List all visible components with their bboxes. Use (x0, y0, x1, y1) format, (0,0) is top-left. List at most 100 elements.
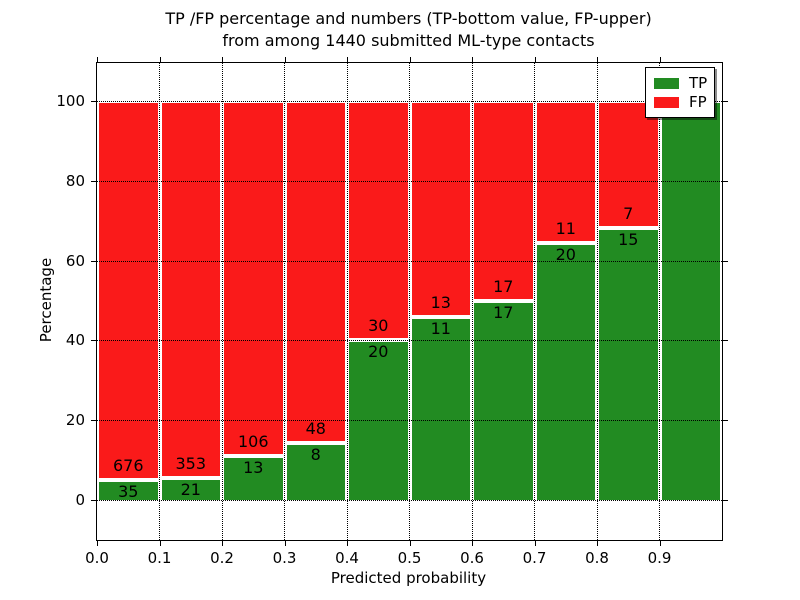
legend-item-fp: FP (654, 93, 707, 112)
bar-segment-tp (159, 477, 222, 502)
tp-count-label: 11 (430, 319, 451, 339)
bar-segment-tp (222, 456, 285, 502)
x-tick-mark (347, 540, 348, 546)
x-tick-label: 0.3 (272, 549, 297, 567)
vertical-gridline (534, 63, 535, 540)
bar-segment-fp (597, 101, 660, 228)
y-tick-mark (722, 340, 728, 342)
tp-count-label: 15 (618, 229, 639, 249)
bar-segment-fp (347, 101, 410, 341)
x-tick-mark (534, 57, 536, 63)
y-tick-mark (722, 420, 728, 422)
vertical-gridline (471, 63, 473, 540)
fp-count-label: 353 (175, 453, 207, 473)
fp-count-label: 13 (430, 293, 451, 313)
x-tick-label: 0.2 (210, 549, 234, 567)
tp-count-label: 35 (118, 482, 139, 502)
bar-segment-tp (97, 480, 160, 502)
y-tick-mark (91, 420, 97, 422)
tp-count-label: 21 (180, 479, 201, 499)
x-tick-mark (472, 57, 473, 63)
x-tick-label: 0.0 (85, 549, 109, 567)
x-tick-mark (597, 57, 598, 63)
horizontal-gridline (97, 260, 722, 262)
y-tick-mark (722, 500, 728, 501)
vertical-gridline (346, 63, 348, 540)
tp-count-label: 8 (310, 444, 321, 464)
x-tick-mark (284, 540, 286, 546)
x-axis-label: Predicted probability (330, 569, 487, 587)
fp-count-label: 17 (493, 276, 514, 296)
vertical-gridline (221, 63, 223, 540)
bar-segment-tp (409, 317, 472, 502)
fp-color-swatch (654, 97, 679, 108)
y-tick-mark (91, 101, 97, 102)
y-tick-mark (91, 500, 97, 501)
fp-count-label: 676 (112, 456, 144, 476)
vertical-gridline (659, 63, 660, 540)
bar-segment-fp (472, 101, 535, 301)
x-tick-label: 0.6 (460, 549, 484, 567)
legend-item-tp: TP (654, 74, 708, 93)
y-tick-mark (91, 260, 97, 262)
tp-count-label: 20 (555, 244, 576, 264)
x-tick-mark (159, 57, 161, 63)
y-tick-mark (722, 101, 728, 102)
chart-title-line2: from among 1440 submitted ML-type contac… (222, 31, 595, 50)
fp-count-label: 7 (623, 203, 634, 223)
y-tick-label: 60 (65, 251, 85, 270)
x-tick-mark (659, 540, 661, 546)
x-tick-label: 0.5 (397, 549, 422, 567)
x-tick-mark (534, 540, 536, 546)
y-tick-mark (722, 180, 728, 182)
tp-count-label: 20 (368, 342, 389, 362)
x-tick-mark (409, 57, 411, 63)
x-tick-mark (347, 57, 348, 63)
y-tick-label: 40 (65, 331, 85, 350)
x-tick-mark (659, 57, 661, 63)
horizontal-gridline (97, 340, 722, 342)
x-tick-mark (97, 57, 98, 63)
bar-segment-fp (284, 101, 347, 443)
bar-segment-fp (97, 101, 160, 481)
fp-count-label: 48 (305, 418, 326, 438)
y-tick-mark (91, 340, 97, 342)
y-tick-mark (722, 260, 728, 262)
x-tick-label: 0.7 (522, 549, 547, 567)
bar-segment-tp (472, 300, 535, 502)
legend: TP FP (645, 67, 715, 118)
y-axis-label: Percentage (37, 257, 55, 343)
horizontal-gridline (97, 420, 722, 422)
x-tick-mark (409, 540, 411, 546)
vertical-gridline (409, 63, 410, 540)
bar-segment-fp (409, 101, 472, 318)
vertical-gridline (596, 63, 598, 540)
x-tick-label: 0.4 (335, 549, 359, 567)
horizontal-gridline (97, 101, 722, 102)
bar-segment-tp (659, 101, 722, 502)
x-tick-label: 0.1 (147, 549, 172, 567)
fp-count-label: 11 (555, 218, 576, 238)
x-tick-mark (597, 540, 598, 546)
x-tick-mark (472, 540, 473, 546)
x-tick-mark (222, 540, 223, 546)
tp-count-label: 17 (493, 302, 514, 322)
x-tick-mark (222, 57, 223, 63)
y-tick-label: 20 (65, 411, 85, 430)
bar-segment-tp (597, 227, 660, 502)
chart-title-line1: TP /FP percentage and numbers (TP-bottom… (165, 9, 652, 28)
vertical-gridline (284, 63, 285, 540)
x-tick-mark (159, 540, 161, 546)
tp-count-label: 13 (243, 458, 264, 478)
fp-count-label: 106 (237, 432, 269, 452)
y-tick-mark (91, 180, 97, 182)
fp-count-label: 30 (368, 316, 389, 336)
vertical-gridline (159, 63, 160, 540)
legend-label-fp: FP (689, 93, 707, 111)
legend-label-tp: TP (689, 74, 708, 92)
bar-segment-fp (222, 101, 285, 457)
y-tick-label: 0 (75, 491, 85, 509)
y-tick-label: 100 (56, 92, 85, 110)
bar-segment-tp (347, 340, 410, 502)
